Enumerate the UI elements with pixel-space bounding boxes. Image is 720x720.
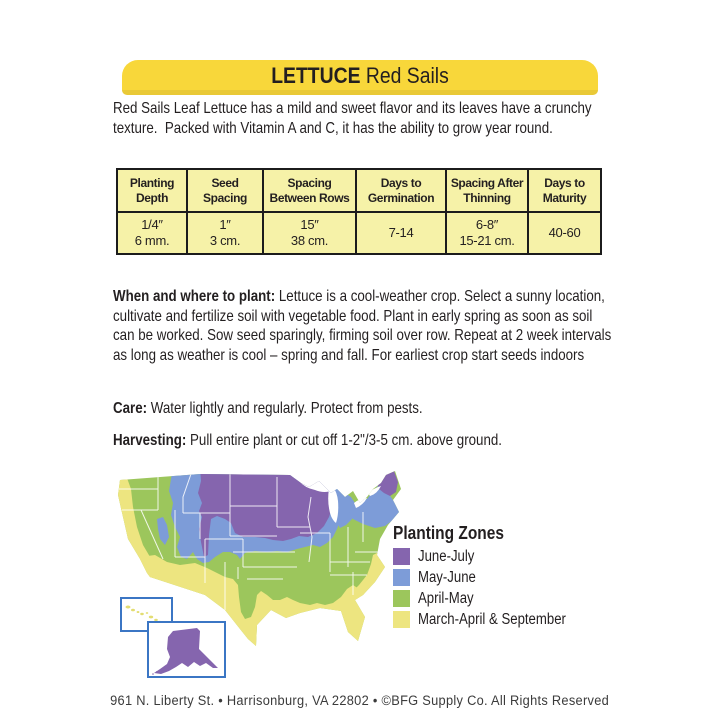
planting-info-table: Planting Depth 1/4″ 6 mm. Seed Spacing 1″… [116, 168, 602, 255]
column-header: Planting Depth [118, 170, 186, 213]
column-header: Spacing After Thinning [447, 170, 527, 213]
care-label: Care: [113, 400, 148, 417]
lake-huron [341, 484, 354, 493]
legend-item: April-May [393, 590, 623, 607]
zone-may-june-northeast [349, 485, 401, 528]
footer: 961 N. Liberty St. • Harrisonburg, VA 22… [0, 692, 720, 710]
column-value: 1″ 3 cm. [209, 217, 241, 248]
june-july-swatch [393, 548, 410, 565]
column-header: Spacing Between Rows [264, 170, 355, 213]
column-header: Days to Germination [357, 170, 445, 213]
variety-name: Red Sails [360, 63, 449, 88]
zone-march-april-september-west [118, 477, 159, 579]
legend-item: June-July [393, 548, 623, 565]
table-column: Planting Depth 1/4″ 6 mm. [118, 170, 186, 253]
description: Red Sails Leaf Lettuce has a mild and sw… [113, 99, 610, 138]
page-title: LETTUCE Red Sails [151, 60, 570, 91]
column-value: 40-60 [548, 225, 581, 241]
planting-zones-legend: Planting Zones June-July May-June April-… [393, 523, 623, 628]
lake-michigan [328, 487, 339, 523]
planting-text: Lettuce is a cool-weather crop. Select a… [113, 288, 616, 364]
table-column: Days to Germination 7-14 [355, 170, 445, 253]
table-column: Spacing Between Rows 15″ 38 cm. [262, 170, 355, 253]
alaska-shape [152, 628, 218, 675]
alaska-inset [147, 621, 226, 678]
legend-title: Planting Zones [393, 523, 504, 543]
harvesting-text: Pull entire plant or cut off 1-2"/3-5 cm… [186, 432, 502, 449]
title-banner: LETTUCE Red Sails [122, 60, 598, 95]
harvesting-instructions: Harvesting: Pull entire plant or cut off… [113, 431, 613, 451]
footer-address: 961 N. Liberty St. • Harrisonburg, VA 22… [110, 693, 610, 708]
table-column: Days to Maturity 40-60 [527, 170, 600, 253]
harvesting-label: Harvesting: [113, 432, 187, 449]
table-column: Spacing After Thinning 6-8″ 15-21 cm. [445, 170, 527, 253]
april-may-swatch [393, 590, 410, 607]
crop-name: LETTUCE [271, 63, 361, 88]
column-header: Seed Spacing [188, 170, 262, 213]
state-borders [118, 473, 385, 610]
column-value: 6-8″ 15-21 cm. [459, 217, 515, 248]
lake-ontario [368, 486, 381, 496]
zone-june-july [198, 471, 336, 557]
planting-instructions: When and where to plant: Lettuce is a co… [113, 287, 613, 365]
care-text: Water lightly and regularly. Protect fro… [147, 400, 423, 417]
table-column: Seed Spacing 1″ 3 cm. [186, 170, 262, 253]
description-text: Red Sails Leaf Lettuce has a mild and sw… [113, 100, 596, 137]
care-instructions: Care: Water lightly and regularly. Prote… [113, 399, 613, 419]
column-header: Days to Maturity [529, 170, 600, 213]
planting-label: When and where to plant: [113, 288, 276, 305]
column-value: 1/4″ 6 mm. [134, 217, 170, 248]
zone-march-april-september-atlantic [351, 553, 386, 600]
column-value: 15″ 38 cm. [290, 217, 329, 248]
march-april-september-swatch [393, 611, 410, 628]
column-value: 7-14 [388, 225, 414, 241]
may-june-swatch [393, 569, 410, 586]
zone-may-june-sierra [157, 517, 169, 545]
legend-item: March-April & September [393, 611, 623, 628]
legend-item: May-June [393, 569, 623, 586]
lake-erie [354, 498, 367, 508]
